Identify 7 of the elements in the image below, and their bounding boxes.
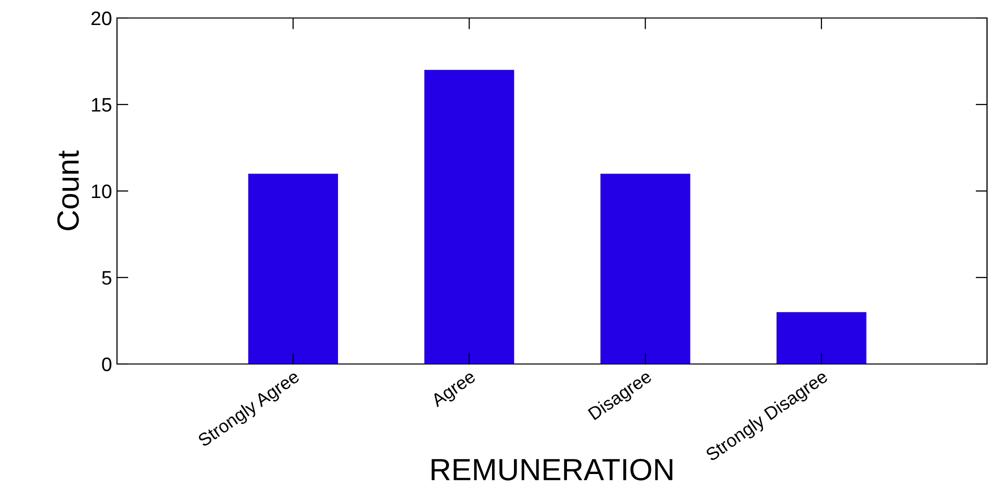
y-axis-title: Count [57, 150, 79, 230]
y-tick-label: 20 [91, 11, 112, 26]
y-tick-label: 0 [102, 357, 112, 372]
y-tick-label: 15 [92, 98, 112, 112]
y-tick-label: 5 [102, 271, 112, 285]
x-axis-title: REMUNERATION [432, 458, 672, 480]
y-tick-label: 10 [92, 184, 112, 198]
